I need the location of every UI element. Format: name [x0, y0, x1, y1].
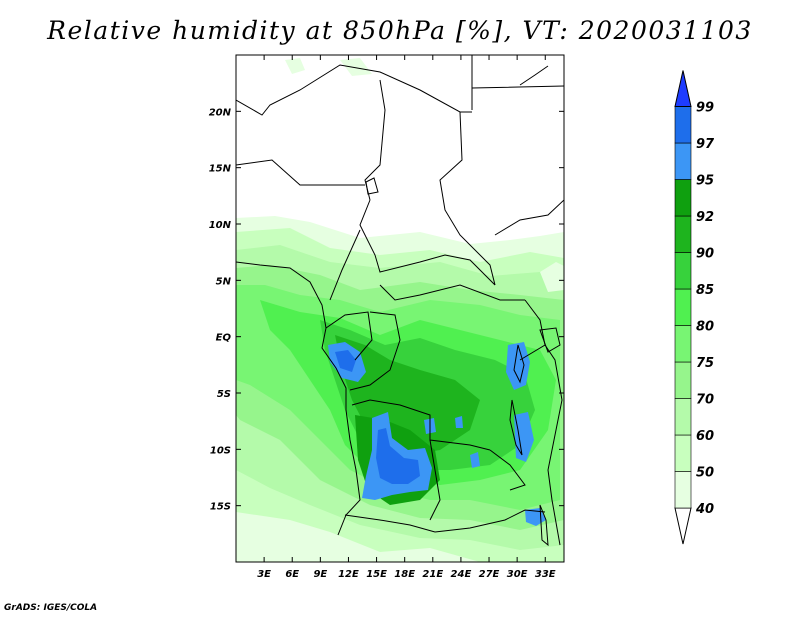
colorbar-extend-high: [674, 70, 692, 107]
colorbar-label: 97: [696, 137, 715, 152]
y-tick-label: 15S: [210, 502, 231, 513]
humidity-contour-95-lakes: [506, 342, 530, 390]
colorbar-label: 70: [696, 393, 714, 408]
x-tick-label: 3E: [257, 569, 271, 580]
colorbar-label: 99: [696, 101, 714, 116]
x-axis: 3E 6E 9E 12E 15E 18E 21E 24E 27E 30E 33E: [257, 55, 556, 580]
colorbar-label: 95: [696, 174, 714, 189]
lake-albert: [513, 344, 525, 384]
colorbar-segment: [674, 361, 692, 399]
y-tick-label: 10N: [209, 220, 232, 231]
x-tick-label: 33E: [535, 569, 556, 580]
egypt-coast: [519, 65, 549, 86]
map-frame: [235, 54, 565, 563]
x-tick-label: 24E: [451, 569, 472, 580]
colorbar-label: 50: [696, 466, 714, 481]
colorbar-label: 75: [696, 356, 714, 371]
humidity-contour-97-gabon: [335, 350, 356, 372]
border-zambia-south: [434, 509, 546, 533]
y-tick-label: 20N: [209, 107, 232, 118]
y-tick-label: 5S: [217, 389, 231, 400]
colorbar-segment: [674, 179, 692, 217]
colorbar-label: 40: [695, 502, 714, 517]
y-tick-label: 15N: [209, 164, 232, 175]
border-sudan-ethiopia: [494, 199, 564, 236]
lake-tanganyika: [509, 399, 523, 456]
chart-title: Relative humidity at 850hPa [%], VT: 202…: [47, 16, 753, 45]
colorbar-segment: [674, 471, 692, 509]
colorbar-segment: [674, 288, 692, 326]
colorbar-segment: [674, 106, 692, 144]
border-car-drc: [379, 284, 525, 301]
border-niger-nigeria: [236, 159, 365, 186]
colorbar-extend-low: [674, 507, 692, 545]
border-congo-drc: [349, 311, 401, 391]
border-libya-egypt: [471, 55, 564, 110]
x-tick-label: 18E: [394, 569, 415, 580]
coastline: [236, 261, 361, 536]
border-chad-sudan: [439, 111, 496, 286]
footer-credit: GrADS: IGES/COLA: [4, 603, 98, 613]
border-drc-angola: [351, 399, 491, 451]
y-axis: 20N 15N 10N 5N EQ 5S 10S 15S: [209, 107, 564, 513]
x-tick-label: 15E: [366, 569, 387, 580]
lake-victoria: [539, 327, 561, 353]
border-east: [544, 344, 563, 546]
colorbar-label: 92: [696, 210, 714, 225]
border-algeria-niger: [236, 64, 472, 116]
humidity-field: [236, 58, 564, 562]
x-tick-label: 6E: [285, 569, 299, 580]
border-gabon: [325, 311, 373, 361]
x-tick-label: 27E: [479, 569, 500, 580]
colorbar-segment: [674, 215, 692, 253]
colorbar-segment: [674, 434, 692, 472]
x-tick-label: 9E: [313, 569, 327, 580]
colorbar-label: 80: [696, 320, 714, 335]
y-tick-label: EQ: [216, 333, 232, 344]
colorbar-label: 90: [696, 247, 714, 262]
colorbar-segment: [674, 398, 692, 436]
border-drc-zambia: [489, 449, 526, 491]
border-chad-car: [359, 199, 496, 286]
colorbar-segment: [674, 325, 692, 363]
border-angola-namibia: [344, 514, 436, 533]
y-tick-label: 10S: [210, 445, 231, 456]
border-nigeria-cameroon: [329, 229, 361, 301]
colorbar-segment: [674, 252, 692, 290]
country-borders: [236, 55, 564, 547]
border-drc-uganda: [519, 299, 546, 361]
x-tick-label: 30E: [507, 569, 528, 580]
lake-malawi: [539, 504, 549, 547]
y-tick-label: 5N: [216, 276, 232, 287]
colorbar-label: 85: [696, 283, 714, 298]
colorbar-segment: [674, 142, 692, 180]
lake-chad: [365, 177, 379, 195]
x-tick-label: 21E: [422, 569, 443, 580]
humidity-contour-97-angola: [376, 428, 420, 484]
colorbar-label: 60: [696, 429, 714, 444]
colorbar: 40 50 60 70 75 80 85 90 92 95 97 99: [674, 70, 715, 545]
x-tick-label: 12E: [338, 569, 359, 580]
border-angola-zambia: [429, 439, 441, 521]
